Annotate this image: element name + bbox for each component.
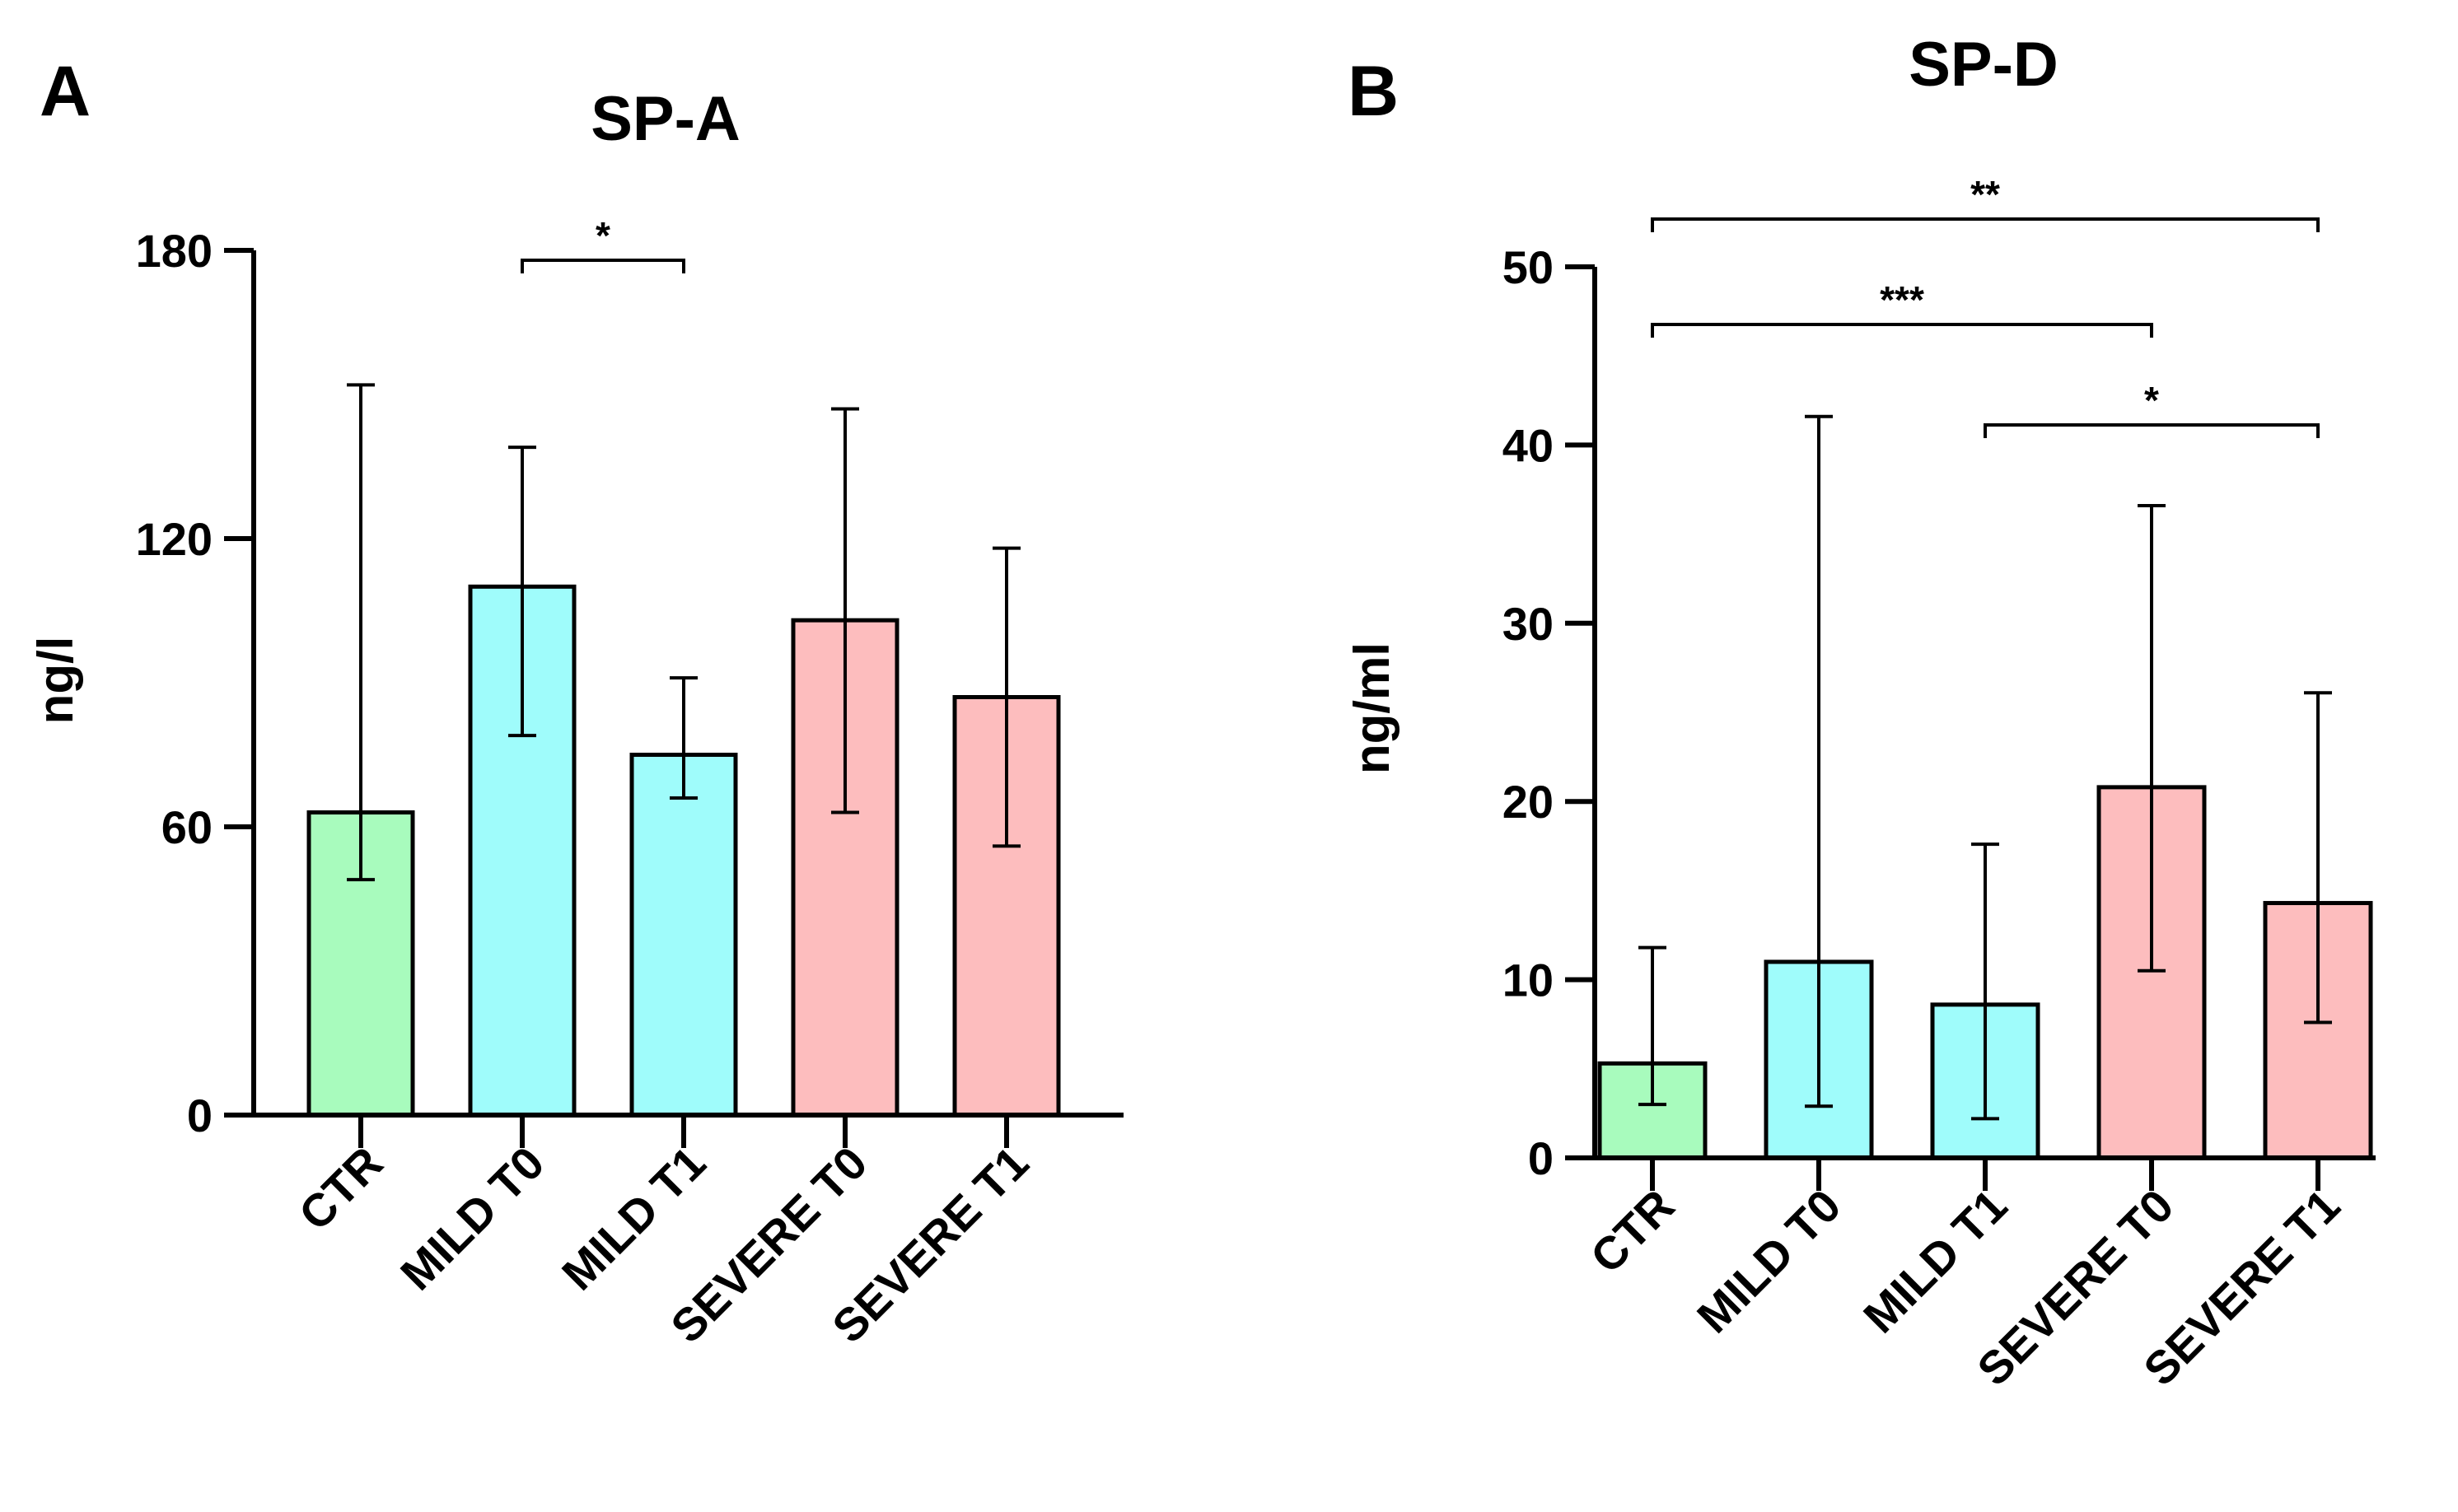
significance-label: **: [1970, 173, 2000, 216]
panel-a-axes: [251, 250, 1124, 1118]
y-tick-label: 0: [187, 1090, 213, 1141]
y-tick-label: 0: [1528, 1132, 1554, 1184]
panel-b-y-ticks: 0 10 20 30 40 50: [1502, 241, 1595, 1184]
panel-a-significance: *: [521, 214, 685, 273]
panel-b-significance: ******: [1651, 173, 2320, 438]
y-tick-label: 60: [161, 801, 213, 853]
significance-label: ***: [1880, 278, 1924, 321]
y-tick-label: 120: [136, 513, 213, 565]
x-tick-label: CTR: [1581, 1179, 1685, 1283]
x-tick-label: MILD T0: [390, 1136, 554, 1300]
y-tick-label: 20: [1502, 776, 1554, 828]
panel-a-label: A: [40, 52, 91, 131]
panel-b-y-axis-label: ng/ml: [1344, 642, 1400, 774]
significance-bracket: [1651, 323, 2153, 338]
y-tick-label: 30: [1502, 598, 1554, 650]
y-tick-label: 10: [1502, 954, 1554, 1006]
panel-a-title: SP-A: [591, 84, 741, 154]
significance-bracket: [521, 259, 685, 273]
significance-label: *: [2144, 379, 2159, 422]
x-tick-label: CTR: [289, 1136, 393, 1240]
panel-a-y-axis-label: ng/l: [28, 637, 83, 725]
panel-a-bars: [306, 584, 1061, 1118]
significance-bracket: [1651, 217, 2320, 232]
bar: [629, 753, 738, 1118]
y-tick-label: 180: [136, 225, 213, 277]
panel-a-error-bars: [347, 383, 1021, 882]
panel-b-error-bars: [1638, 414, 2332, 1121]
y-tick-label: 50: [1502, 241, 1554, 293]
x-tick-label: MILD T1: [1853, 1179, 2017, 1343]
x-tick-label: MILD T1: [552, 1136, 716, 1300]
significance-bracket: [1984, 423, 2320, 438]
significance-label: *: [596, 214, 610, 257]
x-tick-label: MILD T0: [1687, 1179, 1851, 1343]
panel-b: B SP-D ng/ml 0 10 20 30 40 50 CTR MILD T0 MILD …: [1344, 30, 2376, 1395]
y-tick-label: 40: [1502, 419, 1554, 471]
panel-b-title: SP-D: [1909, 30, 2058, 100]
panel-a-y-ticks: 0 60 120 180: [136, 225, 254, 1141]
panel-b-label: B: [1348, 52, 1399, 131]
